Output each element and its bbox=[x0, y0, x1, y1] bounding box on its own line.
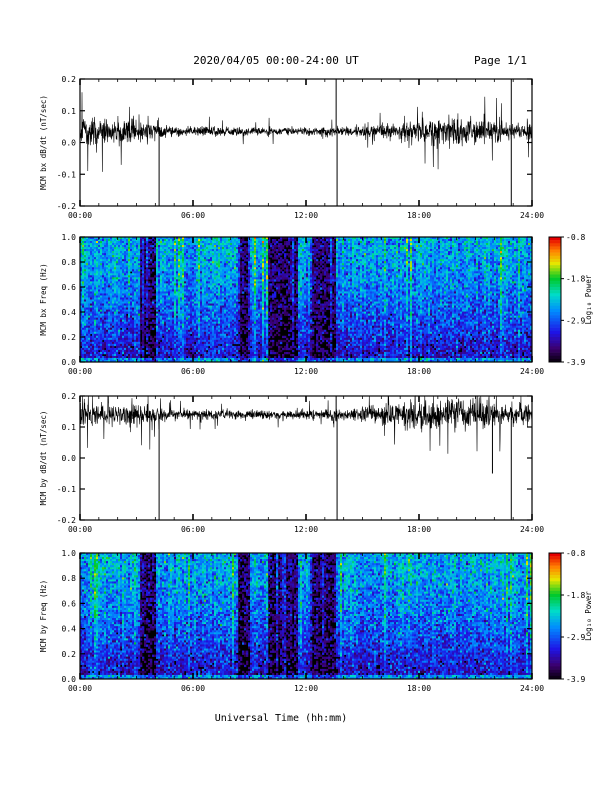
y-tick-label: -0.1 bbox=[57, 485, 76, 494]
colorbar-tick-label: -0.8 bbox=[566, 233, 585, 242]
y-tick-label: 0.2 bbox=[62, 75, 77, 84]
x-tick-label: 12:00 bbox=[294, 211, 318, 220]
y-tick-label: 1.0 bbox=[62, 549, 77, 558]
colorbar-title: Log₁₀ Power bbox=[584, 591, 593, 641]
x-tick-label: 00:00 bbox=[68, 211, 92, 220]
x-tick-label: 24:00 bbox=[520, 367, 544, 376]
colorbar-tick-label: -0.8 bbox=[566, 549, 585, 558]
y-tick-label: 0.4 bbox=[62, 625, 77, 634]
panels-group: 00:00 06:00 12:00 18:00 24:00 0.2 0.1 0.0 -0.1 -0… bbox=[39, 75, 593, 693]
x-tick-label: 18:00 bbox=[407, 525, 431, 534]
figure-title: 2020/04/05 00:00-24:00 UT bbox=[193, 54, 359, 67]
x-tick-label: 06:00 bbox=[181, 684, 205, 693]
colorbar-tick-label: -1.8 bbox=[566, 275, 585, 284]
x-tick-label: 06:00 bbox=[181, 525, 205, 534]
colorbar-tick-label: -2.9 bbox=[566, 316, 585, 325]
x-tick-label: 18:00 bbox=[407, 211, 431, 220]
y-tick-label: 1.0 bbox=[62, 233, 77, 242]
y-tick-label: 0.6 bbox=[62, 283, 77, 292]
colorbar-tick-label: -3.9 bbox=[566, 675, 585, 684]
y-axis-title: MCM bx Freq (Hz) bbox=[39, 263, 48, 335]
trace-line bbox=[80, 92, 532, 172]
y-tick-label: 0.2 bbox=[62, 392, 77, 401]
y-axis-title: MCM by Freq (Hz) bbox=[39, 580, 48, 652]
x-tick-label: 12:00 bbox=[294, 525, 318, 534]
x-tick-label: 24:00 bbox=[520, 684, 544, 693]
x-tick-label: 24:00 bbox=[520, 525, 544, 534]
x-tick-label: 18:00 bbox=[407, 684, 431, 693]
y-tick-label: 0.2 bbox=[62, 650, 77, 659]
x-tick-label: 18:00 bbox=[407, 367, 431, 376]
y-tick-label: 0.0 bbox=[62, 358, 77, 367]
panel-3: 00:00 06:00 12:00 18:00 24:00 0.2 0.1 0.0 -0.1 -0… bbox=[39, 392, 544, 534]
y-tick-label: 0.6 bbox=[62, 599, 77, 608]
x-tick-label: 12:00 bbox=[294, 684, 318, 693]
x-tick-label: 00:00 bbox=[68, 367, 92, 376]
colorbar: -0.8 -1.8 -2.9 -3.9 Log₁₀ Power bbox=[549, 549, 593, 684]
colorbar-tick-label: -2.9 bbox=[566, 633, 585, 642]
y-tick-label: 0.2 bbox=[62, 333, 77, 342]
panel-1: 00:00 06:00 12:00 18:00 24:00 0.2 0.1 0.0 -0.1 -0… bbox=[39, 75, 544, 220]
x-tick-label: 00:00 bbox=[68, 684, 92, 693]
y-tick-label: -0.2 bbox=[57, 516, 76, 525]
y-axis-title: MCM bx dB/dt (nT/sec) bbox=[39, 95, 48, 190]
y-tick-label: 0.1 bbox=[62, 107, 77, 116]
colorbar-tick-label: -3.9 bbox=[566, 358, 585, 367]
page-indicator: Page 1/1 bbox=[474, 54, 527, 67]
y-tick-label: 0.0 bbox=[62, 454, 77, 463]
y-axis-title: MCM by dB/dt (nT/sec) bbox=[39, 411, 48, 506]
magnetometer-figure: 2020/04/05 00:00-24:00 UT Page 1/1 00:00… bbox=[0, 0, 612, 792]
y-tick-label: -0.1 bbox=[57, 170, 76, 179]
x-tick-label: 06:00 bbox=[181, 367, 205, 376]
panel-2: -0.8 -1.8 -2.9 -3.9 Log₁₀ Power 00:00 06:00 12:… bbox=[39, 233, 593, 376]
plot-frame bbox=[80, 79, 532, 206]
x-tick-label: 12:00 bbox=[294, 367, 318, 376]
y-tick-label: 0.1 bbox=[62, 423, 77, 432]
y-tick-label: 0.8 bbox=[62, 258, 77, 267]
x-tick-label: 00:00 bbox=[68, 525, 92, 534]
x-tick-label: 24:00 bbox=[520, 211, 544, 220]
colorbar-title: Log₁₀ Power bbox=[584, 274, 593, 324]
colorbar-tick-label: -1.8 bbox=[566, 591, 585, 600]
colorbar: -0.8 -1.8 -2.9 -3.9 Log₁₀ Power bbox=[549, 233, 593, 367]
y-tick-label: -0.2 bbox=[57, 202, 76, 211]
y-tick-label: 0.0 bbox=[62, 139, 77, 148]
x-axis-title: Universal Time (hh:mm) bbox=[215, 713, 347, 724]
y-tick-label: 0.4 bbox=[62, 308, 77, 317]
x-tick-label: 06:00 bbox=[181, 211, 205, 220]
y-tick-label: 0.8 bbox=[62, 574, 77, 583]
trace-line bbox=[80, 396, 532, 454]
y-tick-label: 0.0 bbox=[62, 675, 77, 684]
panel-4: -0.8 -1.8 -2.9 -3.9 Log₁₀ Power 00:00 06:00 12:… bbox=[39, 549, 593, 693]
